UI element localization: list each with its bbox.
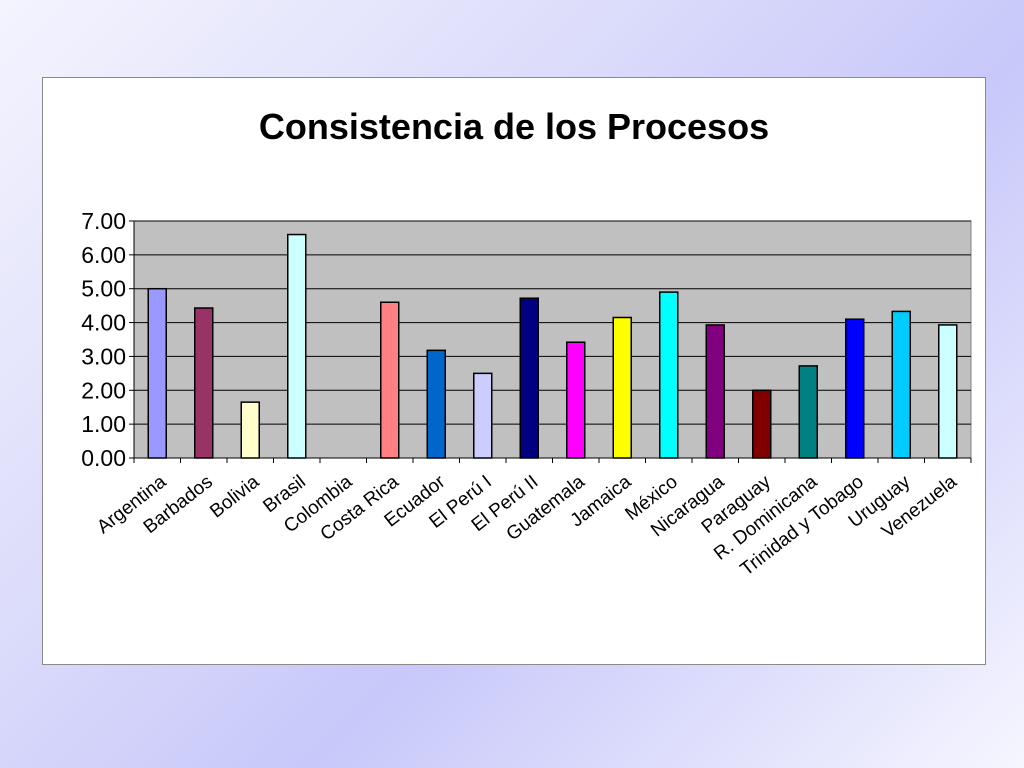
bar	[659, 291, 679, 459]
bar	[705, 324, 725, 459]
bar	[426, 349, 446, 459]
bar	[287, 233, 307, 459]
bar	[380, 301, 400, 459]
bar	[752, 389, 772, 459]
y-tick-label: 0.00	[81, 445, 126, 471]
y-tick-label: 1.00	[81, 411, 126, 437]
x-tick-label: Bolivia	[206, 471, 263, 522]
y-tick-label: 3.00	[81, 343, 126, 369]
y-tick-label: 4.00	[81, 310, 126, 336]
bar	[240, 401, 260, 459]
chart-title: Consistencia de los Procesos	[258, 106, 770, 147]
bar	[845, 318, 865, 459]
bar	[612, 316, 632, 459]
bar	[519, 297, 539, 459]
bar	[194, 307, 214, 459]
bar	[147, 287, 167, 459]
y-tick-label: 5.00	[81, 276, 126, 302]
bar	[473, 372, 493, 459]
y-tick-label: 2.00	[81, 377, 126, 403]
bar	[566, 341, 586, 459]
y-tick-label: 7.00	[81, 208, 126, 234]
y-tick-label: 6.00	[81, 242, 126, 268]
bar	[938, 324, 958, 459]
bar	[798, 365, 818, 459]
bar	[891, 310, 911, 459]
